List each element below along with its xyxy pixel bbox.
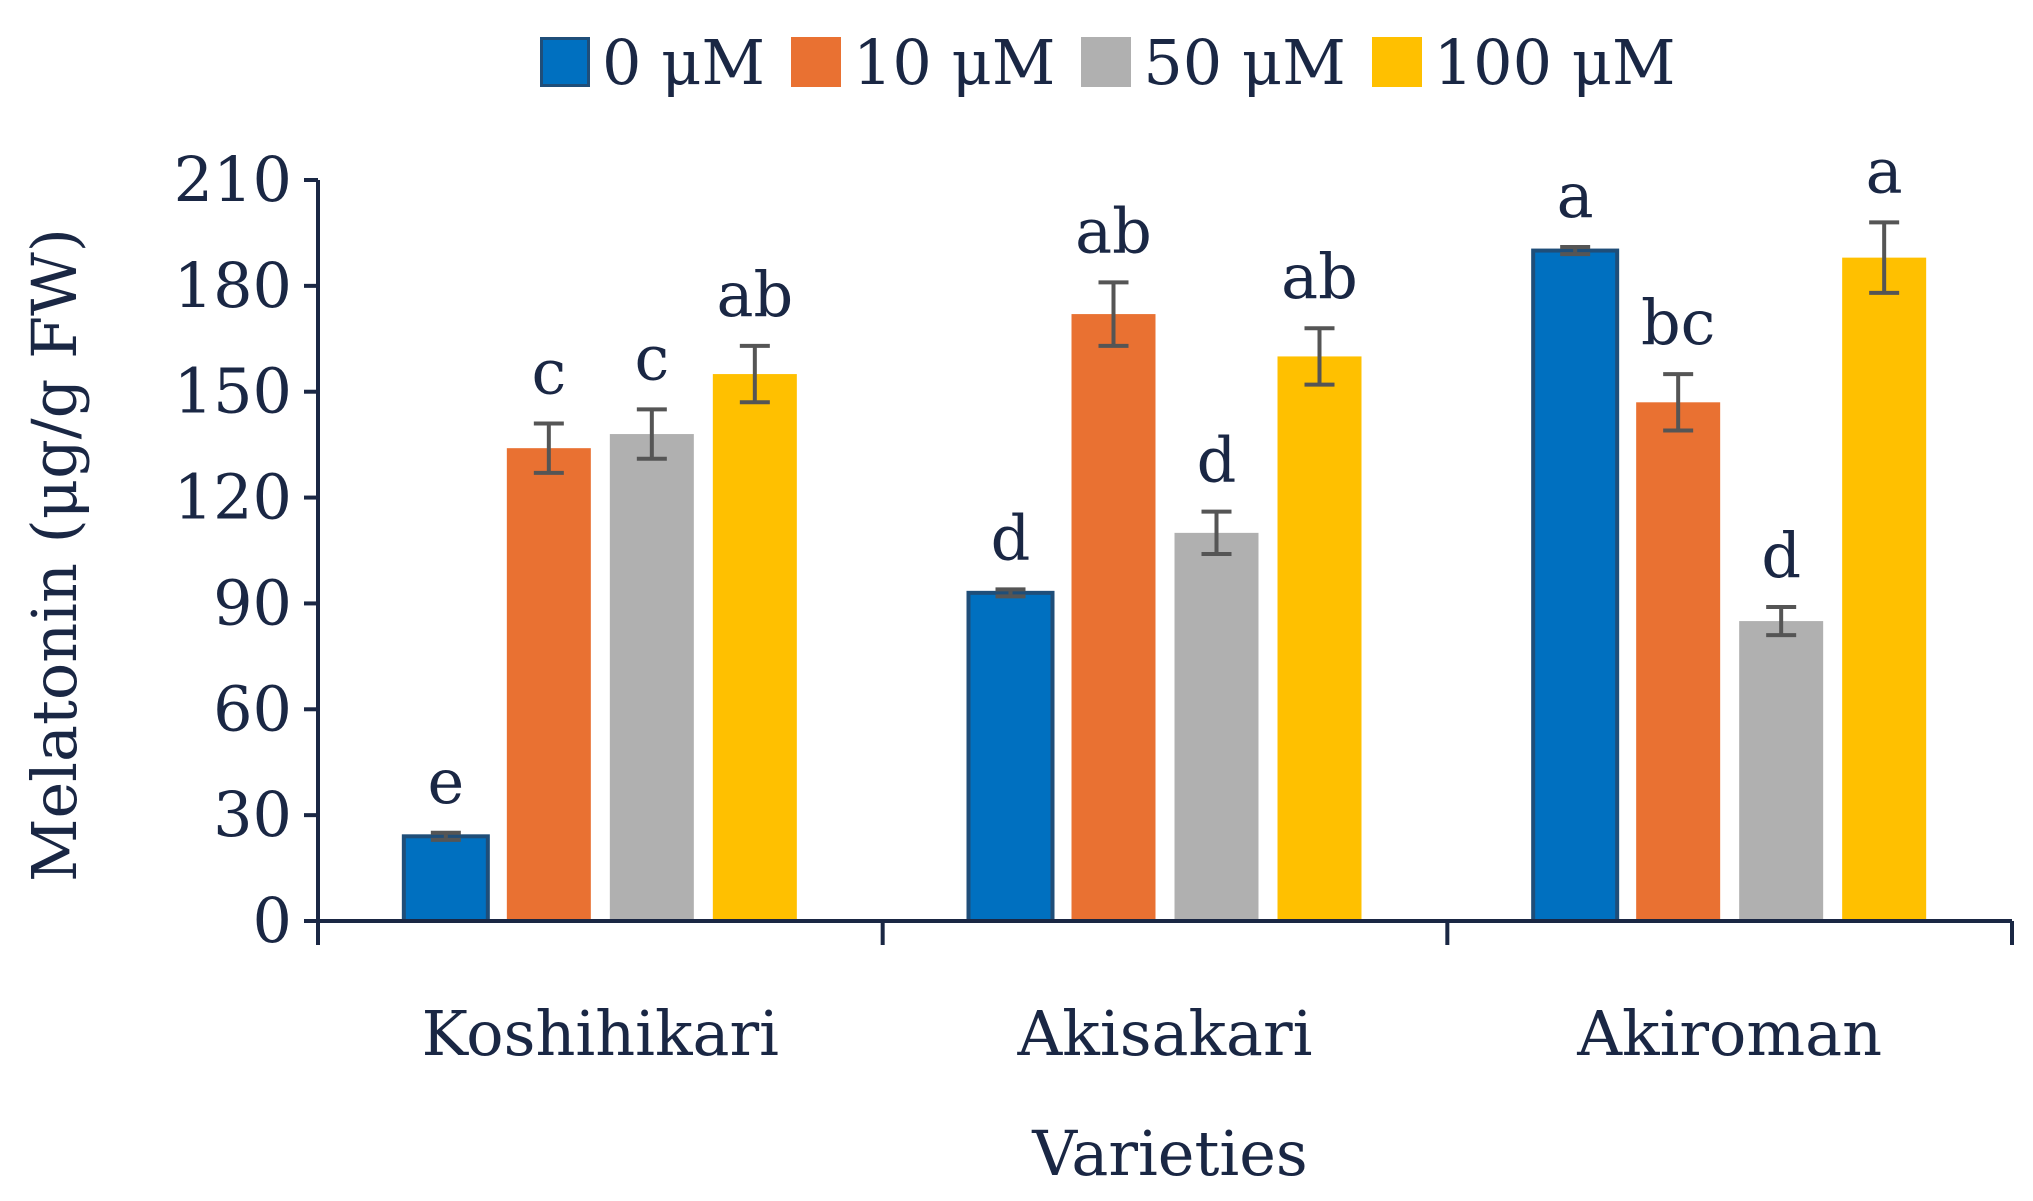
legend-swatch-100uM: [1371, 37, 1422, 87]
y-tick-label-0: 0: [253, 884, 292, 957]
bar-koshihikari-10uM: [506, 448, 591, 921]
y-tick-label-210: 210: [174, 143, 292, 216]
bar-akiroman-100uM: [1842, 257, 1927, 922]
category-label-koshihikari: Koshihikari: [422, 997, 779, 1070]
x-axis: Koshihikari Akisakari Akiroman: [316, 919, 2014, 1070]
bar-koshihikari-0uM: [401, 834, 490, 923]
bar-akisakari-50uM: [1174, 532, 1259, 921]
sig-label-akiroman-10uM: bc: [1641, 286, 1715, 359]
bar-akiroman-50uM: [1739, 621, 1824, 921]
legend-item-10uM: 10 μM: [790, 25, 1056, 99]
legend: 0 μM 10 μM 50 μM 100 μM: [540, 22, 1676, 102]
legend-swatch-0uM: [540, 37, 590, 87]
y-tick-label-120: 120: [174, 461, 292, 534]
sig-label-akisakari-50uM: d: [1197, 424, 1237, 497]
sig-label-akisakari-100uM: ab: [1281, 240, 1358, 313]
legend-label-50uM: 50 μM: [1143, 25, 1346, 99]
legend-label-100uM: 100 μM: [1433, 25, 1676, 99]
sig-label-koshihikari-10uM: c: [531, 335, 566, 408]
y-axis: 0 30 60 90 120 150 180 210: [174, 143, 320, 957]
legend-label-10uM: 10 μM: [852, 25, 1056, 99]
legend-item-0uM: 0 μM: [540, 26, 765, 99]
legend-swatch-50uM: [1081, 37, 1132, 87]
bar-koshihikari-100uM: [712, 374, 797, 922]
bar-akiroman-10uM: [1636, 402, 1721, 921]
bar-koshihikari-50uM: [609, 434, 694, 921]
sig-label-akisakari-10uM: ab: [1075, 194, 1152, 267]
sig-label-koshihikari-100uM: ab: [717, 258, 794, 331]
legend-label-0uM: 0 μM: [602, 25, 765, 99]
y-tick-label-150: 150: [174, 355, 292, 428]
legend-item-50uM: 50 μM: [1081, 25, 1346, 99]
x-axis-title: Varieties: [1031, 1117, 1307, 1190]
y-tick-label-90: 90: [213, 566, 292, 639]
legend-item-100uM: 100 μM: [1371, 25, 1676, 99]
y-tick-label-60: 60: [213, 672, 292, 745]
sig-label-koshihikari-0uM: e: [427, 745, 464, 818]
legend-swatch-10uM: [790, 37, 841, 87]
y-axis-title: Melatonin (μg/g FW): [18, 228, 91, 882]
sig-label-akiroman-0uM: a: [1557, 159, 1594, 232]
sig-label-koshihikari-50uM: c: [634, 321, 669, 394]
sig-label-akiroman-100uM: a: [1866, 134, 1903, 207]
category-label-akiroman: Akiroman: [1576, 997, 1882, 1070]
bar-akisakari-0uM: [966, 590, 1055, 923]
bar-akiroman-0uM: [1531, 248, 1620, 924]
sig-label-akisakari-0uM: d: [991, 501, 1031, 574]
sig-label-akiroman-50uM: d: [1761, 519, 1801, 592]
category-label-akisakari: Akisakari: [1017, 997, 1313, 1070]
y-tick-label-30: 30: [213, 778, 292, 851]
y-tick-label-180: 180: [174, 249, 292, 322]
bar-akisakari-100uM: [1277, 356, 1362, 921]
bar-akisakari-10uM: [1071, 314, 1156, 922]
